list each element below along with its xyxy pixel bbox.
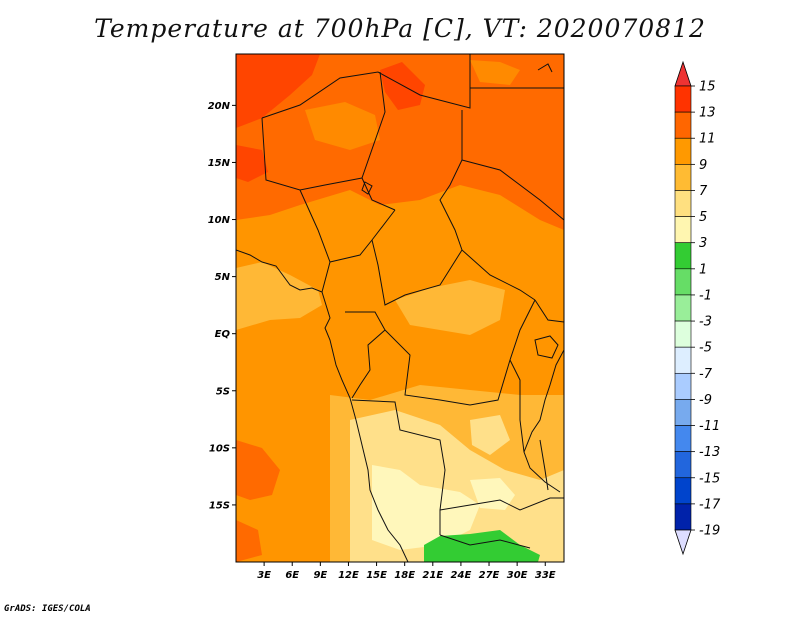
colorbar-top-arrow — [674, 60, 692, 87]
colorbar-label: 11 — [699, 132, 716, 147]
map-frame — [235, 53, 565, 563]
border-sudan-east — [461, 159, 564, 221]
colorbar-swatch — [674, 294, 692, 322]
coastline-east — [523, 349, 564, 493]
field-region-13-north-central — [380, 62, 425, 110]
colorbar-label: -9 — [699, 393, 712, 408]
border-cameroon — [329, 209, 396, 263]
lat-tick-label: 10N — [208, 215, 231, 226]
colorbar-swatch — [674, 268, 692, 296]
red-sea-outline — [537, 63, 553, 73]
lat-tick-label: 20N — [208, 101, 231, 112]
field-region-7-gulf — [236, 262, 322, 330]
colorbar-label: 5 — [699, 210, 707, 225]
colorbar-swatch — [674, 216, 692, 244]
colorbar-label: -15 — [699, 471, 720, 486]
border-congo — [345, 311, 386, 399]
field-region-7-basin — [395, 280, 505, 335]
lon-tick-label: 12E — [338, 570, 359, 581]
lat-tick-label: 15S — [209, 500, 230, 511]
field-region-5-patch — [470, 415, 510, 455]
field-region-1-south — [424, 530, 540, 562]
colorbar-swatch — [674, 346, 692, 374]
border-car-drc — [371, 239, 536, 306]
field-region-11-ocean-south — [236, 520, 262, 562]
border-libya — [261, 54, 471, 119]
lake-victoria — [534, 335, 559, 359]
colorbar-label: 15 — [699, 80, 716, 95]
colorbar-label: 13 — [699, 106, 716, 121]
lon-tick-label: 3E — [257, 570, 271, 581]
colorbar-label: -3 — [699, 315, 712, 330]
colorbar-label: -17 — [699, 497, 721, 512]
grads-credit: GrADS: IGES/COLA — [4, 604, 91, 614]
lon-tick-label: 6E — [285, 570, 299, 581]
field-region-11-ocean — [236, 440, 280, 500]
colorbar-swatch — [674, 242, 692, 270]
lat-tick-label: EQ — [215, 329, 231, 340]
colorbar-swatch — [674, 477, 692, 505]
colorbar-swatch — [674, 320, 692, 348]
border-zambia — [439, 497, 564, 511]
lon-tick-label: 27E — [479, 570, 500, 581]
lat-tick-label: 5N — [215, 272, 231, 283]
colorbar-swatch — [674, 399, 692, 426]
colorbar-swatch — [674, 164, 692, 191]
border-namibia-botswana — [439, 534, 531, 549]
lake-malawi — [539, 439, 549, 491]
colorbar-swatch — [674, 372, 692, 400]
colorbar-bottom-arrow — [674, 529, 692, 556]
field-region-3-west — [372, 465, 480, 550]
colorbar-label: -1 — [699, 288, 712, 303]
lon-tick-label: 30E — [507, 570, 528, 581]
border-tanganyika — [509, 359, 525, 453]
colorbar-label: -11 — [699, 419, 720, 434]
coastline-west — [236, 249, 409, 562]
border-nigeria — [299, 189, 331, 293]
colorbar-label: 7 — [699, 184, 708, 199]
border-chad-sudan — [439, 110, 463, 251]
field-region-9-sahara-patch — [305, 102, 380, 150]
longitude-axis: 3E 6E 9E 12E 15E 18E 21E 24E 27E 30E 33E — [257, 562, 556, 581]
lon-tick-label: 9E — [313, 570, 327, 581]
colorbar-label: -7 — [699, 367, 713, 382]
border-uganda — [534, 299, 564, 323]
lon-tick-label: 18E — [394, 570, 415, 581]
lon-tick-label: 15E — [366, 570, 387, 581]
colorbar: 15 13 11 9 7 5 3 1 -1 -3 -5 -7 -9 -11 -13 -15 -17 -19 — [674, 60, 721, 556]
colorbar-label: 1 — [699, 262, 707, 277]
lat-tick-label: 5S — [216, 386, 230, 397]
coastlines-borders — [236, 54, 564, 562]
field-region-13-west — [236, 145, 268, 182]
colorbar-label: -13 — [699, 445, 720, 460]
lake-chad — [361, 181, 373, 195]
colorbar-swatch — [674, 85, 692, 113]
field-region-9-egypt-patch — [470, 60, 520, 85]
colorbar-swatch — [674, 451, 692, 479]
colorbar-swatch — [674, 111, 692, 139]
field-region-13-northwest — [236, 54, 320, 128]
lon-tick-label: 24E — [451, 570, 472, 581]
border-drc-east — [384, 299, 536, 406]
colorbar-swatch — [674, 503, 692, 531]
temperature-field — [236, 54, 564, 562]
latitude-axis: 20N 15N 10N 5N EQ 5S 10S 15S — [208, 101, 236, 511]
colorbar-swatch — [674, 137, 692, 165]
lon-tick-label: 33E — [535, 570, 556, 581]
colorbar-label: 9 — [699, 158, 707, 173]
colorbar-label: 3 — [699, 236, 707, 251]
colorbar-label: -19 — [699, 524, 720, 539]
colorbar-label: -5 — [699, 341, 712, 356]
map-title: Temperature at 700hPa [C], VT: 202007081… — [94, 14, 706, 43]
lat-tick-label: 10S — [209, 443, 230, 454]
lon-tick-label: 21E — [422, 570, 443, 581]
lat-tick-label: 15N — [208, 158, 231, 169]
colorbar-swatch — [674, 190, 692, 217]
colorbar-swatch — [674, 425, 692, 452]
